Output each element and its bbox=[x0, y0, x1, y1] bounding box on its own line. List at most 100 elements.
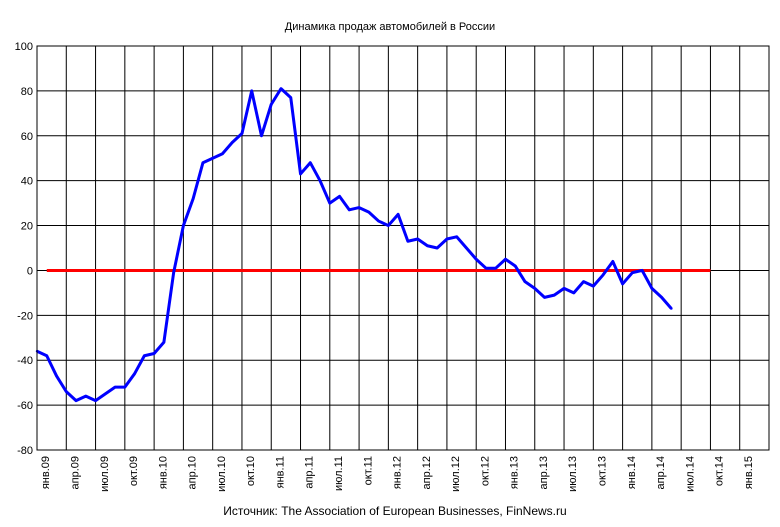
data-point bbox=[55, 374, 58, 378]
x-tick-label: окт.13 bbox=[597, 456, 609, 486]
data-point bbox=[279, 87, 283, 90]
data-point bbox=[406, 240, 410, 243]
data-point bbox=[640, 269, 644, 272]
x-tick-label: июл.11 bbox=[333, 456, 345, 491]
data-point bbox=[113, 385, 117, 389]
data-point bbox=[494, 267, 497, 270]
data-point bbox=[94, 399, 97, 402]
x-tick-label: апр.10 bbox=[187, 456, 199, 489]
y-tick-label: 80 bbox=[21, 86, 33, 98]
data-point bbox=[387, 224, 390, 227]
data-point bbox=[74, 399, 78, 402]
y-tick-label: -80 bbox=[17, 445, 33, 457]
data-point bbox=[504, 258, 507, 261]
data-point bbox=[553, 293, 556, 297]
data-point bbox=[123, 385, 127, 389]
x-tick-label: окт.14 bbox=[714, 456, 726, 486]
data-point bbox=[152, 352, 156, 355]
series-layer bbox=[35, 87, 673, 403]
data-point bbox=[533, 287, 536, 290]
y-tick-label: -20 bbox=[17, 310, 33, 322]
x-tick-label: окт.11 bbox=[362, 456, 374, 485]
data-point bbox=[396, 213, 400, 216]
data-point bbox=[338, 195, 341, 198]
data-point bbox=[250, 89, 253, 93]
data-point bbox=[133, 372, 136, 375]
data-point bbox=[543, 296, 546, 299]
x-tick-label: янв.09 bbox=[40, 456, 52, 489]
data-point bbox=[182, 224, 185, 227]
data-point bbox=[318, 179, 322, 182]
y-axis-ticks: -80 -60 -40 -20 0 20 40 60 80 100 bbox=[15, 41, 33, 457]
x-tick-label: окт.12 bbox=[479, 456, 491, 486]
data-point bbox=[231, 141, 234, 144]
data-point bbox=[650, 287, 654, 290]
y-tick-label: -60 bbox=[17, 400, 33, 412]
x-tick-label: янв.13 bbox=[509, 456, 521, 489]
data-point bbox=[621, 282, 624, 286]
data-point bbox=[465, 246, 468, 250]
y-tick-label: 0 bbox=[27, 265, 33, 277]
x-axis-ticks: янв.09 апр.09 июл.09 окт.09 янв.10 апр.10 июл.… bbox=[40, 456, 755, 492]
data-point bbox=[592, 284, 595, 288]
data-point bbox=[65, 390, 68, 393]
x-tick-label: янв.15 bbox=[743, 456, 755, 489]
data-point bbox=[104, 392, 107, 396]
data-point bbox=[270, 103, 273, 106]
x-tick-label: окт.10 bbox=[245, 456, 257, 486]
data-point bbox=[445, 237, 449, 241]
data-point bbox=[435, 246, 439, 250]
plot-area-border bbox=[36, 45, 770, 451]
data-point bbox=[201, 161, 205, 164]
data-point bbox=[84, 394, 88, 398]
data-point bbox=[582, 280, 585, 283]
y-tick-label: -40 bbox=[17, 355, 33, 367]
data-point bbox=[377, 219, 380, 223]
x-tick-label: апр.14 bbox=[655, 456, 667, 489]
data-point bbox=[367, 210, 371, 214]
data-point bbox=[45, 354, 48, 357]
data-point bbox=[191, 197, 195, 200]
x-tick-label: янв.12 bbox=[392, 456, 404, 489]
data-point bbox=[260, 134, 263, 137]
data-point bbox=[289, 96, 292, 99]
data-point bbox=[484, 267, 488, 270]
data-point bbox=[601, 273, 605, 277]
y-tick-label: 20 bbox=[21, 221, 33, 233]
x-tick-label: июл.12 bbox=[450, 456, 462, 492]
x-tick-label: июл.13 bbox=[567, 456, 579, 492]
data-point bbox=[523, 280, 527, 283]
chart-title: Динамика продаж автомобилей в России bbox=[285, 21, 495, 33]
x-tick-label: июл.09 bbox=[99, 456, 111, 492]
data-point bbox=[416, 237, 419, 241]
data-point bbox=[172, 271, 175, 274]
x-tick-label: янв.11 bbox=[274, 456, 286, 488]
data-point bbox=[348, 208, 351, 212]
x-tick-label: июл.10 bbox=[216, 456, 228, 492]
x-tick-label: янв.10 bbox=[157, 456, 169, 489]
data-point bbox=[426, 244, 429, 247]
data-point bbox=[475, 258, 478, 261]
x-tick-label: апр.12 bbox=[421, 456, 433, 489]
data-point bbox=[221, 152, 224, 155]
data-point bbox=[660, 296, 663, 299]
data-point bbox=[309, 161, 312, 164]
series-line bbox=[36, 87, 673, 403]
x-tick-label: апр.13 bbox=[538, 456, 550, 489]
x-tick-label: апр.09 bbox=[69, 456, 81, 489]
data-point bbox=[631, 271, 634, 274]
data-point bbox=[514, 264, 517, 268]
data-point bbox=[455, 235, 458, 238]
data-point bbox=[240, 132, 244, 135]
data-point bbox=[670, 307, 673, 310]
data-point bbox=[328, 201, 331, 205]
data-point bbox=[611, 260, 615, 263]
data-point bbox=[562, 287, 566, 290]
data-point bbox=[572, 291, 575, 295]
x-tick-label: апр.11 bbox=[304, 456, 316, 489]
data-point bbox=[357, 206, 361, 209]
chart-source: Источник: The Association of European Bu… bbox=[223, 504, 566, 518]
x-tick-label: июл.14 bbox=[684, 456, 696, 492]
